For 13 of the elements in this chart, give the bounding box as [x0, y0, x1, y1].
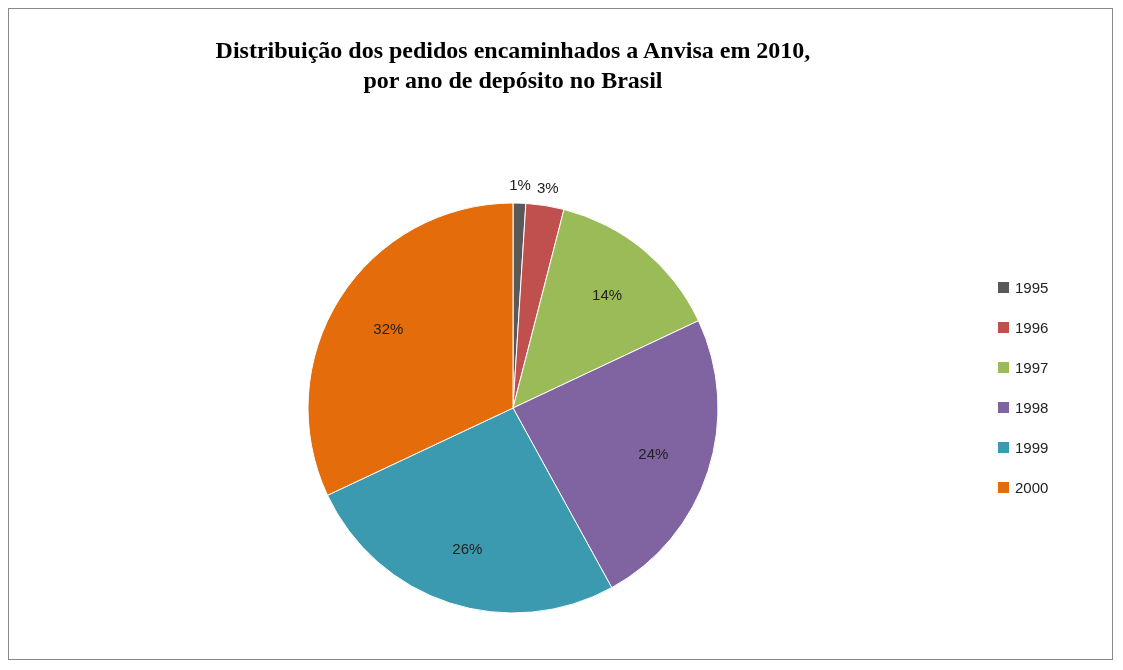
- data-label: 24%: [638, 444, 669, 462]
- legend-label: 1999: [1015, 439, 1049, 457]
- data-label: 14%: [592, 285, 623, 303]
- legend-label: 1997: [1015, 359, 1049, 377]
- data-label: 3%: [537, 179, 559, 196]
- legend-label: 1996: [1015, 319, 1049, 337]
- data-label: 1%: [509, 176, 531, 194]
- data-label: 26%: [452, 539, 483, 557]
- data-label: 32%: [373, 320, 404, 338]
- legend-label: 1995: [1015, 279, 1049, 297]
- chart-title: Distribuição dos pedidos encaminhados a Anvisa em 2010, por ano de depósito no Brasil: [215, 37, 811, 93]
- legend-label: 1998: [1015, 399, 1049, 417]
- legend-label: 2000: [1015, 479, 1049, 497]
